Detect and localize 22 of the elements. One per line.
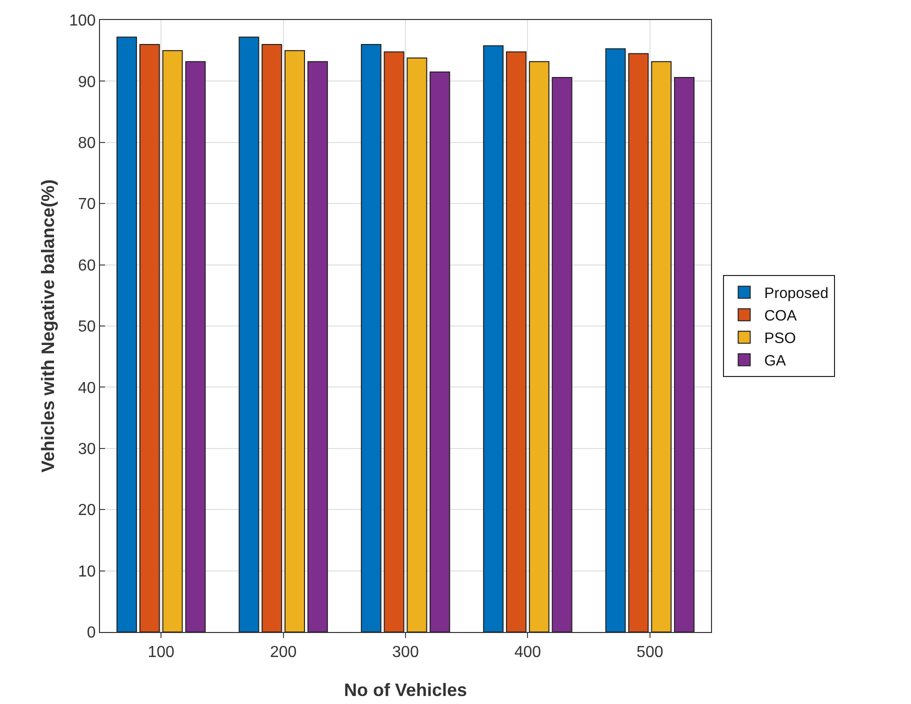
legend-label: Proposed xyxy=(764,285,828,302)
x-axis-title: No of Vehicles xyxy=(344,680,468,700)
x-tick-label: 200 xyxy=(270,644,297,662)
y-tick-label: 80 xyxy=(78,135,96,152)
y-tick-label: 60 xyxy=(78,257,96,274)
y-tick-label: 70 xyxy=(78,196,96,214)
y-axis-title: Vehicles with Negative balance(%) xyxy=(38,179,58,473)
y-tick-label: 40 xyxy=(78,380,96,397)
y-tick-label: 90 xyxy=(78,74,96,91)
legend-label: COA xyxy=(764,308,797,325)
x-tick-label: 300 xyxy=(392,644,419,662)
legend-label: GA xyxy=(764,352,786,370)
y-tick-label: 100 xyxy=(69,12,96,30)
y-tick-label: 50 xyxy=(78,318,96,336)
y-tick-label: 20 xyxy=(78,502,96,520)
x-tick-label: 100 xyxy=(148,644,175,662)
x-tick-label: 500 xyxy=(636,644,664,662)
x-tick-label: 400 xyxy=(514,644,542,662)
y-tick-label: 10 xyxy=(78,563,96,580)
y-tick-label: 0 xyxy=(86,624,96,642)
legend-label: PSO xyxy=(764,330,796,348)
y-tick-label: 30 xyxy=(78,441,96,458)
